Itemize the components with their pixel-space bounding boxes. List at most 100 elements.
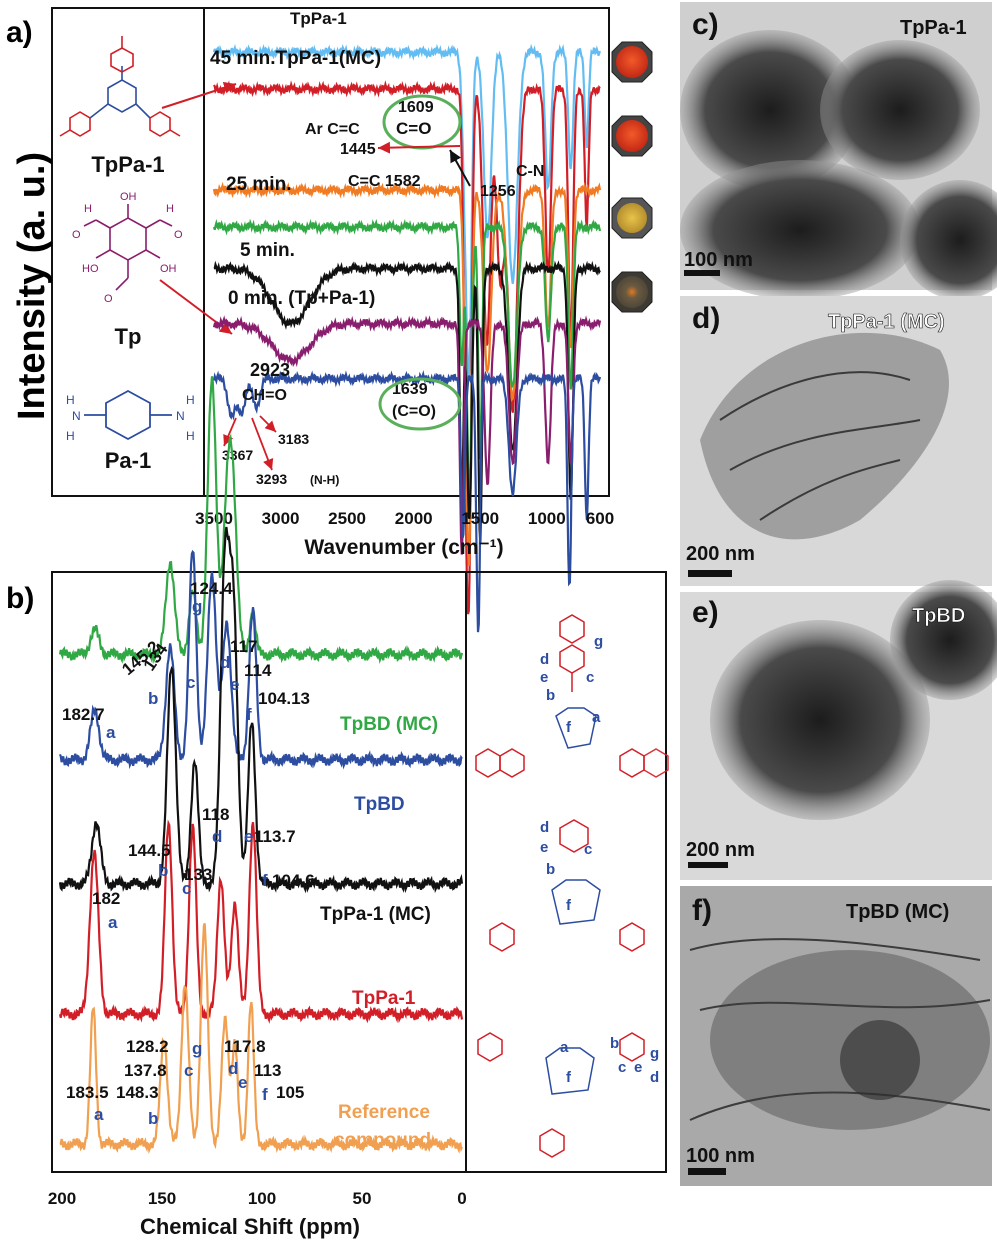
nmr-xtick: 0 [457, 1189, 466, 1208]
pk-148-3: 148.3 [116, 1083, 159, 1102]
ann-3367: 3367 [222, 447, 253, 463]
ann-arcc: Ar C=C [305, 121, 360, 138]
nmr-label-ref1: Reference [338, 1102, 430, 1123]
ir-series-label-5min: 5 min. [240, 240, 295, 261]
panel-b-xlabel: Chemical Shift (ppm) [140, 1214, 360, 1239]
tem-e-title: TpBD [912, 605, 965, 627]
structure-label-tp: Tp [115, 324, 142, 349]
svg-text:HO: HO [82, 263, 99, 275]
pa1-atoms: N N H H H H [66, 393, 195, 443]
ltr-c: c [186, 673, 195, 692]
nmr-xtick: 50 [353, 1189, 372, 1208]
tem-c-title: TpPa-1 [900, 17, 967, 39]
ltr-d: d [220, 653, 230, 672]
series-line-reference-compound [59, 923, 464, 1155]
ltr-d3: d [228, 1059, 238, 1078]
ellipse-1609 [382, 94, 462, 150]
series-line-pa-1 [212, 369, 602, 633]
pk-117-8: 117.8 [224, 1037, 266, 1056]
svg-text:H: H [186, 393, 195, 407]
pk-117: 117 [230, 637, 257, 656]
ir-xtick: 3500 [195, 509, 233, 528]
svg-text:c: c [586, 669, 594, 686]
svg-text:N: N [72, 409, 81, 423]
ir-series-label-25min: 25 min. [226, 174, 291, 195]
ir-series-label-tppa1: TpPa-1 [290, 9, 347, 28]
nmr-xtick: 100 [248, 1189, 276, 1208]
tem-f-scale: 100 nm [686, 1145, 755, 1167]
ir-spectra [212, 43, 602, 633]
ltr-b3: b [148, 1109, 158, 1128]
tem-panel-d [680, 296, 992, 586]
pa1-structure [84, 389, 172, 441]
panel-a-ylabel: Intensity (a. u.) [11, 152, 53, 420]
nmr-x-axis: 200 150 100 50 0 [48, 1189, 467, 1208]
series-line-tpbd [58, 549, 463, 770]
panel-c-label: c) [692, 8, 719, 41]
pk-128-2: 128.2 [126, 1037, 169, 1056]
ann-1256: 1256 [480, 183, 516, 200]
pk-182: 182 [92, 889, 120, 908]
pk-113-7: 113.7 [254, 827, 296, 846]
ltr-g3: g [192, 1039, 202, 1058]
arrow-1609 [449, 149, 471, 187]
ann-1609: 1609 [398, 99, 434, 116]
ltr-a: a [106, 723, 116, 742]
panel-f-label: f) [692, 894, 712, 927]
nmr-peak-labels: 124.4 145.2 134 117 114 182.7 104.13 118… [62, 579, 315, 1102]
svg-text:c: c [584, 841, 592, 858]
svg-text:H: H [166, 203, 174, 215]
pk-183-5: 183.5 [66, 1083, 109, 1102]
ltr-f3: f [262, 1085, 268, 1104]
svg-text:e: e [540, 669, 548, 686]
pk-124-4: 124.4 [190, 579, 233, 598]
svg-text:a: a [560, 1039, 569, 1056]
svg-text:b: b [546, 687, 555, 704]
ir-x-axis: 3500 3000 2500 2000 1500 1000 600 [195, 509, 614, 528]
tem-d-title: TpPa-1 (MC) [828, 311, 945, 333]
structure-letters: g d e c b f a d e c b f a b c e g d f [540, 633, 659, 1086]
ann-ch-o: CH=O [242, 387, 287, 404]
nmr-letter-labels: g a b c d e f a b c d e f g c d e a b f [94, 597, 268, 1128]
series-line-tppa-1 [58, 819, 464, 1024]
series-line-tp [212, 315, 602, 555]
pk-104-13: 104.13 [258, 689, 310, 708]
structure-label-tppa1: TpPa-1 [91, 152, 164, 177]
nmr-spectra [58, 376, 464, 1155]
series-line-25-min- [212, 181, 602, 566]
ann-nh: (N-H) [310, 473, 339, 487]
nmr-label-tpbd: TpBD [354, 794, 405, 815]
structure-label-pa1: Pa-1 [105, 448, 151, 473]
svg-text:O: O [174, 229, 183, 241]
ltr-e2: e [244, 827, 253, 846]
svg-text:e: e [540, 839, 548, 856]
nmr-series-labels: TpBD (MC) TpBD TpPa-1 (MC) TpPa-1 Refere… [320, 714, 438, 1151]
tem-panel-c [680, 2, 997, 300]
nmr-label-tppa: TpPa-1 [352, 988, 416, 1009]
series-line-0-min-tp-pa-1- [213, 260, 601, 543]
svg-text:d: d [540, 819, 549, 836]
svg-text:e: e [634, 1059, 642, 1076]
ir-xtick: 3000 [262, 509, 300, 528]
tem-panel-e [680, 580, 997, 880]
svg-text:f: f [566, 897, 572, 914]
panel-d-label: d) [692, 302, 720, 335]
svg-text:b: b [610, 1035, 619, 1052]
tppa1-structure [59, 36, 181, 137]
svg-text:N: N [176, 409, 185, 423]
ltr-e3: e [238, 1073, 247, 1092]
ltr-b: b [148, 689, 158, 708]
ltr-g: g [192, 597, 202, 616]
nmr-label-tppa-mc: TpPa-1 (MC) [320, 904, 431, 925]
ann-2923: 2923 [250, 360, 290, 380]
pk-144-5: 144.5 [128, 841, 171, 860]
svg-text:O: O [104, 293, 113, 305]
svg-text:O: O [72, 229, 81, 241]
ref-structure [477, 1032, 645, 1158]
nmr-label-tpbd-mc: TpBD (MC) [340, 714, 438, 735]
pk-133: 133 [184, 865, 212, 884]
panel-a-xlabel: Wavenumber (cm⁻¹) [304, 536, 503, 559]
pk-118: 118 [202, 805, 229, 824]
pk-114: 114 [244, 661, 272, 680]
